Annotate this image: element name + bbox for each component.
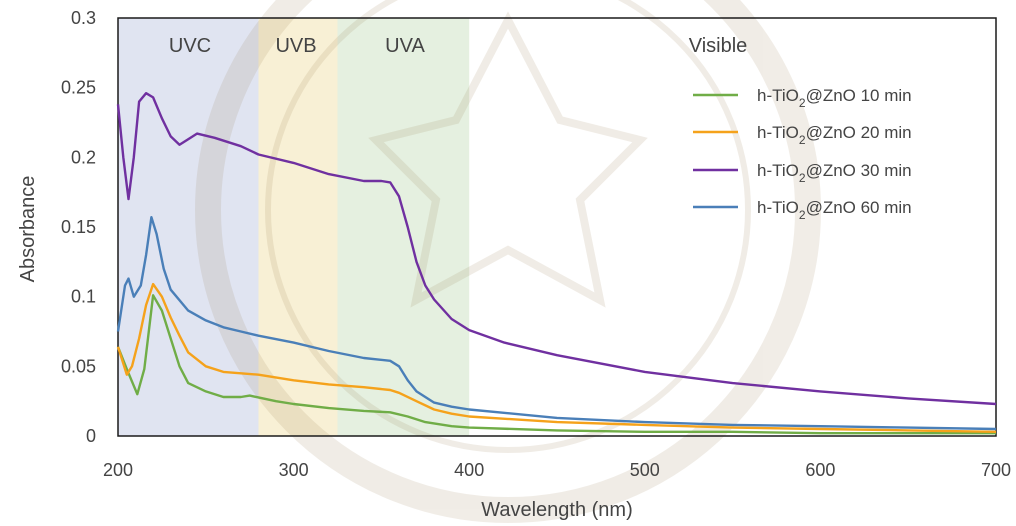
legend-entry: h-TiO2@ZnO 60 min	[693, 198, 912, 222]
university-seal-icon	[195, 0, 821, 523]
series-line-2	[116, 282, 997, 433]
plot-border	[117, 17, 997, 437]
x-tick-label: 300	[279, 460, 309, 480]
legend-label: h-TiO2@ZnO 60 min	[757, 198, 912, 222]
x-tick-label: 200	[103, 460, 133, 480]
region-band-uva	[337, 18, 470, 436]
region-label-uvc: UVC	[169, 35, 211, 57]
legend-entry: h-TiO2@ZnO 30 min	[693, 161, 912, 185]
series-lines	[116, 92, 997, 435]
region-band-uvc	[118, 18, 259, 436]
y-tick-label: 0	[86, 426, 96, 446]
legend-entry: h-TiO2@ZnO 10 min	[693, 86, 912, 110]
legend: h-TiO2@ZnO 10 min h-TiO2@ZnO 20 min h-TiO2…	[693, 86, 912, 222]
y-tick-label: 0.15	[61, 217, 96, 237]
spectral-regions	[118, 18, 470, 436]
spectral-region-labels: UVC UVB UVA Visible	[169, 35, 747, 57]
plot-area-frame	[117, 17, 997, 437]
y-axis-ticks: 0 0.05 0.1 0.15 0.2 0.25 0.3	[61, 8, 96, 446]
y-tick-label: 0.3	[71, 8, 96, 28]
region-label-visible: Visible	[689, 35, 748, 57]
x-axis-ticks: 200 300 400 500 600 700	[103, 460, 1011, 480]
x-tick-label: 600	[805, 460, 835, 480]
series-line-3	[116, 92, 997, 406]
region-label-uvb: UVB	[275, 35, 316, 57]
series-line-1	[116, 294, 996, 435]
legend-label: h-TiO2@ZnO 30 min	[757, 161, 912, 185]
y-tick-label: 0.1	[71, 287, 96, 307]
legend-label: h-TiO2@ZnO 10 min	[757, 86, 912, 110]
region-label-uva: UVA	[385, 35, 425, 57]
x-tick-label: 700	[981, 460, 1011, 480]
x-tick-label: 400	[454, 460, 484, 480]
region-band-uvb	[258, 18, 338, 436]
x-axis-title: Wavelength (nm)	[481, 499, 633, 521]
x-tick-label: 500	[630, 460, 660, 480]
y-tick-label: 0.2	[71, 147, 96, 167]
y-tick-label: 0.05	[61, 356, 96, 376]
y-axis-title: Absorbance	[17, 176, 39, 283]
legend-entry: h-TiO2@ZnO 20 min	[693, 123, 912, 147]
legend-label: h-TiO2@ZnO 20 min	[757, 123, 912, 147]
y-tick-label: 0.25	[61, 78, 96, 98]
series-line-4	[116, 216, 997, 431]
